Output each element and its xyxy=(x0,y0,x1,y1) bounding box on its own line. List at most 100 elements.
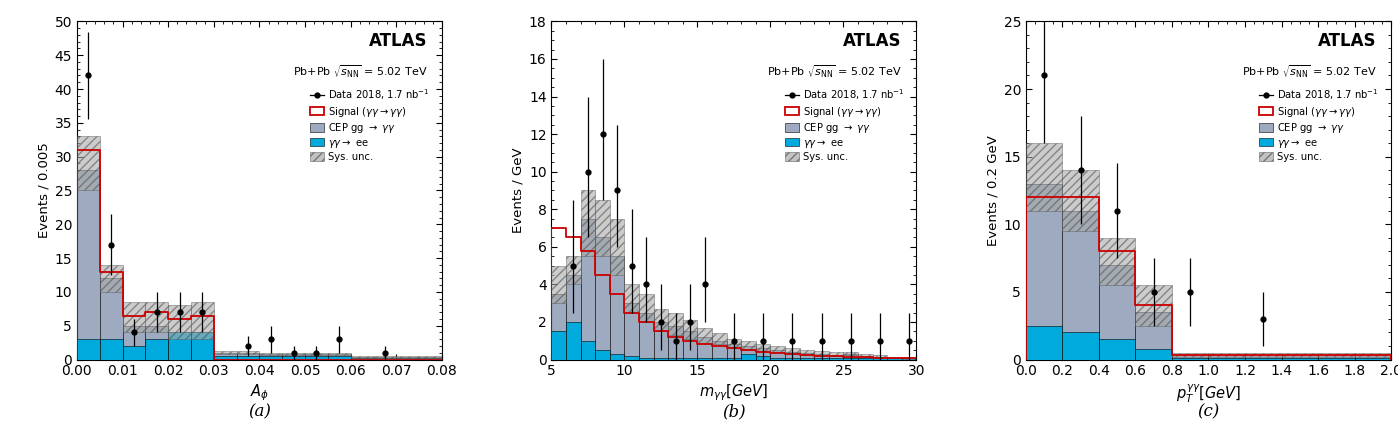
Bar xyxy=(858,358,872,360)
Bar xyxy=(373,358,396,360)
Bar xyxy=(396,357,419,360)
Bar xyxy=(419,356,442,358)
Bar xyxy=(351,358,373,360)
Bar xyxy=(1246,353,1282,357)
Bar xyxy=(1172,358,1208,360)
Bar xyxy=(610,219,625,275)
Bar xyxy=(596,200,610,256)
Bar xyxy=(192,302,214,339)
Bar xyxy=(756,356,770,360)
Y-axis label: Events / GeV: Events / GeV xyxy=(512,148,524,233)
Bar xyxy=(858,354,872,357)
Bar xyxy=(610,354,625,360)
Bar xyxy=(770,350,786,360)
Bar xyxy=(843,358,858,360)
Bar xyxy=(580,219,596,360)
Bar xyxy=(902,358,917,360)
Bar xyxy=(872,358,888,360)
Bar xyxy=(551,266,566,303)
Bar xyxy=(770,346,786,352)
Bar xyxy=(1355,358,1391,360)
Bar xyxy=(329,356,351,360)
Bar xyxy=(145,302,168,333)
Bar xyxy=(1355,353,1391,357)
Bar xyxy=(260,354,282,360)
Bar xyxy=(872,355,888,358)
Bar xyxy=(668,358,682,360)
Bar xyxy=(566,275,580,360)
Bar xyxy=(123,326,145,360)
Y-axis label: Events / 0.2 GeV: Events / 0.2 GeV xyxy=(987,135,1000,246)
Bar xyxy=(888,358,902,360)
Bar xyxy=(1208,358,1246,360)
Bar xyxy=(351,356,373,358)
Legend: Data 2018, 1.7 nb$^{-1}$, Signal ($\gamma\gamma \rightarrow \gamma\gamma$), CEP : Data 2018, 1.7 nb$^{-1}$, Signal ($\gamm… xyxy=(310,87,429,162)
Bar xyxy=(1282,356,1318,360)
Bar xyxy=(1062,333,1099,360)
Bar xyxy=(786,348,800,354)
Bar xyxy=(786,352,800,360)
Bar xyxy=(1026,143,1062,211)
Bar xyxy=(829,358,843,360)
Bar xyxy=(1318,358,1355,360)
Bar xyxy=(236,356,260,360)
Bar xyxy=(145,326,168,360)
Bar xyxy=(1208,356,1246,360)
Bar xyxy=(580,190,596,256)
Bar xyxy=(858,356,872,360)
Bar xyxy=(888,358,902,360)
Bar xyxy=(1318,356,1355,360)
Text: ATLAS: ATLAS xyxy=(843,32,902,50)
Bar xyxy=(1062,211,1099,360)
Bar xyxy=(639,312,654,360)
Bar xyxy=(843,354,858,360)
Bar xyxy=(419,357,442,360)
Bar xyxy=(123,346,145,360)
Bar xyxy=(305,354,329,360)
Bar xyxy=(305,353,329,356)
Bar xyxy=(236,351,260,354)
Bar xyxy=(1135,349,1172,360)
Bar xyxy=(168,333,192,360)
Bar xyxy=(373,356,396,358)
Bar xyxy=(351,357,373,360)
Bar xyxy=(1026,326,1062,360)
Bar xyxy=(888,357,902,358)
Bar xyxy=(800,353,814,360)
Bar xyxy=(566,322,580,360)
Bar xyxy=(727,358,741,360)
Text: Pb+Pb $\sqrt{s_{\mathrm{NN}}}$ = 5.02 TeV: Pb+Pb $\sqrt{s_{\mathrm{NN}}}$ = 5.02 Te… xyxy=(1241,64,1377,80)
Bar xyxy=(596,238,610,360)
Text: (c): (c) xyxy=(1197,404,1219,420)
Bar xyxy=(192,333,214,360)
Bar xyxy=(329,353,351,356)
Bar xyxy=(727,345,741,360)
Bar xyxy=(1172,356,1208,360)
Bar xyxy=(1135,285,1172,326)
Bar xyxy=(829,352,843,356)
Bar xyxy=(698,358,712,360)
Bar xyxy=(902,358,917,360)
Bar xyxy=(77,137,99,190)
Bar xyxy=(396,356,419,358)
Bar xyxy=(682,320,698,339)
Bar xyxy=(1246,358,1282,360)
Text: Pb+Pb $\sqrt{s_{\mathrm{NN}}}$ = 5.02 TeV: Pb+Pb $\sqrt{s_{\mathrm{NN}}}$ = 5.02 Te… xyxy=(768,64,902,80)
X-axis label: $p_{T}^{\gamma\gamma} [GeV]$: $p_{T}^{\gamma\gamma} [GeV]$ xyxy=(1176,383,1241,405)
Bar xyxy=(99,278,123,360)
Bar xyxy=(373,357,396,360)
Bar xyxy=(596,350,610,360)
Bar xyxy=(741,341,756,350)
Text: ATLAS: ATLAS xyxy=(1318,32,1377,50)
Bar xyxy=(770,358,786,360)
Bar xyxy=(1172,353,1208,357)
Bar xyxy=(168,333,192,360)
Bar xyxy=(282,354,305,360)
Bar xyxy=(814,354,829,360)
Bar xyxy=(145,339,168,360)
Bar xyxy=(727,339,741,348)
Bar xyxy=(77,339,99,360)
Bar xyxy=(566,256,580,284)
Bar xyxy=(829,355,843,360)
Bar xyxy=(814,358,829,360)
